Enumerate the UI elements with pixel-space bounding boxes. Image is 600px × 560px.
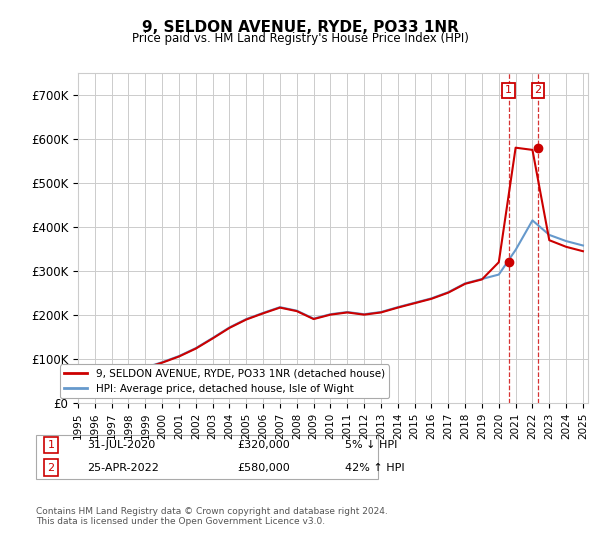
Text: Contains HM Land Registry data © Crown copyright and database right 2024.
This d: Contains HM Land Registry data © Crown c… [36,507,388,526]
Legend: 9, SELDON AVENUE, RYDE, PO33 1NR (detached house), HPI: Average price, detached : 9, SELDON AVENUE, RYDE, PO33 1NR (detach… [60,365,389,398]
Text: 42% ↑ HPI: 42% ↑ HPI [345,463,404,473]
Text: 31-JUL-2020: 31-JUL-2020 [87,440,155,450]
Text: Price paid vs. HM Land Registry's House Price Index (HPI): Price paid vs. HM Land Registry's House … [131,32,469,45]
Text: 2: 2 [534,86,541,95]
Text: 9, SELDON AVENUE, RYDE, PO33 1NR: 9, SELDON AVENUE, RYDE, PO33 1NR [142,20,458,35]
Text: £320,000: £320,000 [237,440,290,450]
Text: 5% ↓ HPI: 5% ↓ HPI [345,440,397,450]
Text: 1: 1 [47,440,55,450]
Text: £580,000: £580,000 [237,463,290,473]
Text: 25-APR-2022: 25-APR-2022 [87,463,159,473]
Text: 2: 2 [47,463,55,473]
Text: 1: 1 [505,86,512,95]
